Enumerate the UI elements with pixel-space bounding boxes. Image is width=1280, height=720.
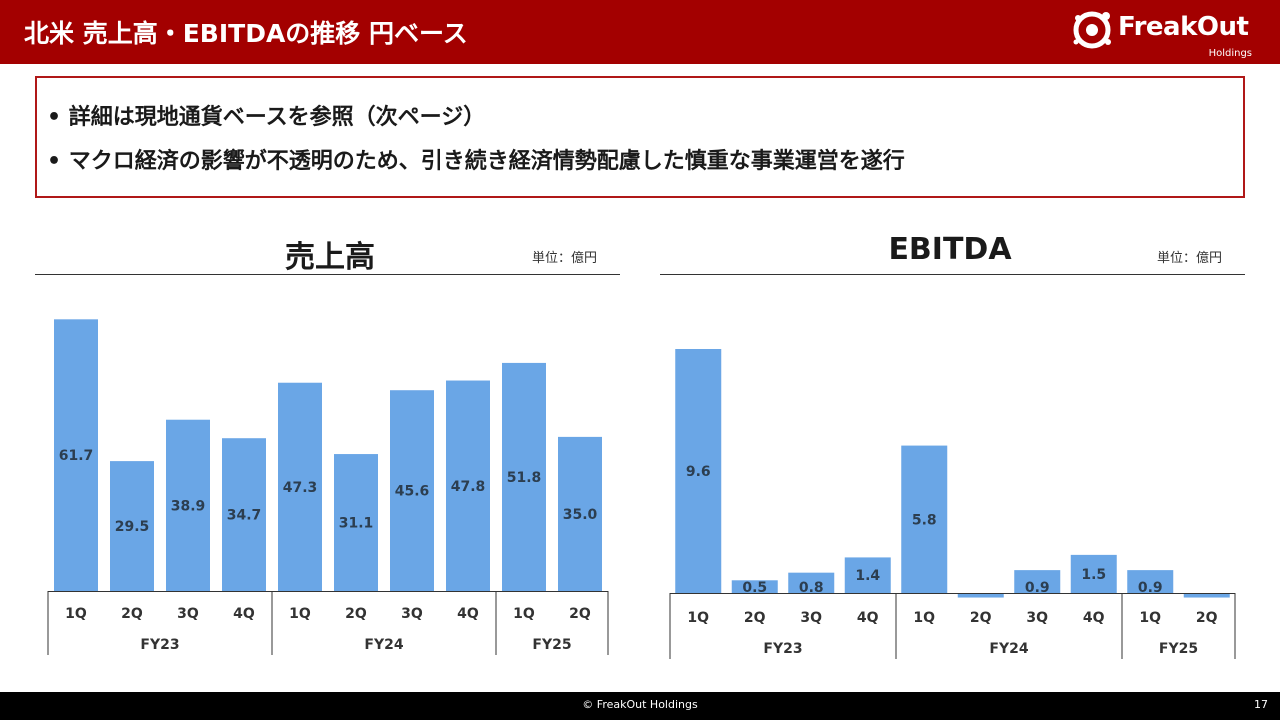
revenue-bar xyxy=(110,461,154,591)
ebitda-bar xyxy=(1183,593,1230,598)
logo-subtext: Holdings xyxy=(1208,48,1252,59)
ebitda-unit-label: 単位：億円 xyxy=(1157,251,1223,266)
page-number: 17 xyxy=(1254,698,1268,711)
ebitda-bar xyxy=(1127,570,1174,593)
logo-mark-icon xyxy=(1073,11,1111,49)
revenue-category-label: 2Q xyxy=(345,606,367,622)
revenue-category-label: 3Q xyxy=(177,606,199,622)
footer-bar: © FreakOut Holdings 17 xyxy=(0,692,1280,720)
ebitda-group-label: FY23 xyxy=(763,641,802,657)
revenue-bar xyxy=(502,362,546,591)
ebitda-data-label: 0.9 xyxy=(1025,580,1050,596)
ebitda-data-label: 0.8 xyxy=(799,580,824,596)
ebitda-chart-title: EBITDA xyxy=(888,232,1012,267)
revenue-category-label: 1Q xyxy=(65,606,87,622)
revenue-data-label: 35.0 xyxy=(563,507,598,523)
revenue-bar xyxy=(54,319,98,591)
revenue-title-rule xyxy=(35,274,620,275)
revenue-group-label: FY23 xyxy=(140,637,179,653)
header-bar: 北米 売上高・EBITDAの推移 円ベース FreakOut Holdings xyxy=(0,0,1280,64)
ebitda-bar xyxy=(675,349,722,593)
revenue-category-label: 3Q xyxy=(401,606,423,622)
revenue-category-label: 1Q xyxy=(513,606,535,622)
ebitda-category-label: 1Q xyxy=(913,610,935,626)
revenue-bar xyxy=(558,436,602,591)
ebitda-category-label: 1Q xyxy=(1139,610,1161,626)
ebitda-bar xyxy=(844,557,891,593)
notice-list: 詳細は現地通貨ベースを参照（次ページ） マクロ経済の影響が不透明のため、引き続き… xyxy=(47,96,905,184)
revenue-data-label: 29.5 xyxy=(115,519,150,535)
notice-box: 詳細は現地通貨ベースを参照（次ページ） マクロ経済の影響が不透明のため、引き続き… xyxy=(35,76,1245,198)
ebitda-category-label: 2Q xyxy=(744,610,766,626)
freakout-logo: FreakOut Holdings xyxy=(1068,6,1268,62)
notice-item: マクロ経済の影響が不透明のため、引き続き経済情勢配慮した慎重な事業運営を遂行 xyxy=(47,140,905,184)
revenue-data-label: 51.8 xyxy=(507,470,542,486)
ebitda-bar xyxy=(1014,570,1061,593)
ebitda-data-label: 0.9 xyxy=(1138,580,1163,596)
ebitda-category-label: 2Q xyxy=(1196,610,1218,626)
revenue-data-label: 31.1 xyxy=(339,516,374,532)
page-title: 北米 売上高・EBITDAの推移 円ベース xyxy=(24,19,468,48)
revenue-chart-title: 売上高 xyxy=(285,240,375,275)
revenue-data-label: 38.9 xyxy=(171,498,206,514)
ebitda-category-label: 4Q xyxy=(1083,610,1105,626)
ebitda-bar xyxy=(901,445,948,593)
ebitda-category-label: 1Q xyxy=(687,610,709,626)
footer-copyright: © FreakOut Holdings xyxy=(582,698,698,711)
revenue-category-label: 2Q xyxy=(121,606,143,622)
revenue-data-label: 61.7 xyxy=(59,448,94,464)
ebitda-data-label: 5.8 xyxy=(912,512,937,528)
revenue-category-label: 4Q xyxy=(457,606,479,622)
ebitda-category-label: 4Q xyxy=(857,610,879,626)
revenue-group-label: FY25 xyxy=(532,637,571,653)
ebitda-data-label: 0.5 xyxy=(742,580,767,596)
revenue-bar xyxy=(334,454,378,591)
ebitda-bar xyxy=(1070,554,1117,593)
revenue-data-label: 47.3 xyxy=(283,480,318,496)
ebitda-category-label: 2Q xyxy=(970,610,992,626)
revenue-bar xyxy=(278,382,322,591)
revenue-bar xyxy=(446,380,490,591)
ebitda-data-label: 1.5 xyxy=(1081,567,1106,583)
ebitda-group-label: FY24 xyxy=(989,641,1028,657)
revenue-category-label: 2Q xyxy=(569,606,591,622)
ebitda-bar xyxy=(788,572,835,593)
revenue-bar xyxy=(222,438,266,591)
revenue-bar xyxy=(390,390,434,591)
revenue-data-label: 45.6 xyxy=(395,484,430,500)
revenue-unit-label: 単位：億円 xyxy=(532,251,598,266)
ebitda-category-label: 3Q xyxy=(800,610,822,626)
ebitda-group-label: FY25 xyxy=(1159,641,1198,657)
notice-item: 詳細は現地通貨ベースを参照（次ページ） xyxy=(47,96,905,140)
ebitda-data-label: 1.4 xyxy=(855,568,880,584)
revenue-data-label: 34.7 xyxy=(227,508,262,524)
ebitda-title-rule xyxy=(660,274,1245,275)
ebitda-data-label: 9.6 xyxy=(686,464,711,480)
revenue-group-label: FY24 xyxy=(364,637,403,653)
logo-text: FreakOut xyxy=(1118,12,1249,42)
ebitda-bar xyxy=(731,580,778,593)
ebitda-bar xyxy=(957,593,1004,598)
revenue-category-label: 4Q xyxy=(233,606,255,622)
revenue-bar xyxy=(166,419,210,591)
ebitda-category-label: 3Q xyxy=(1026,610,1048,626)
revenue-category-label: 1Q xyxy=(289,606,311,622)
revenue-data-label: 47.8 xyxy=(451,479,486,495)
